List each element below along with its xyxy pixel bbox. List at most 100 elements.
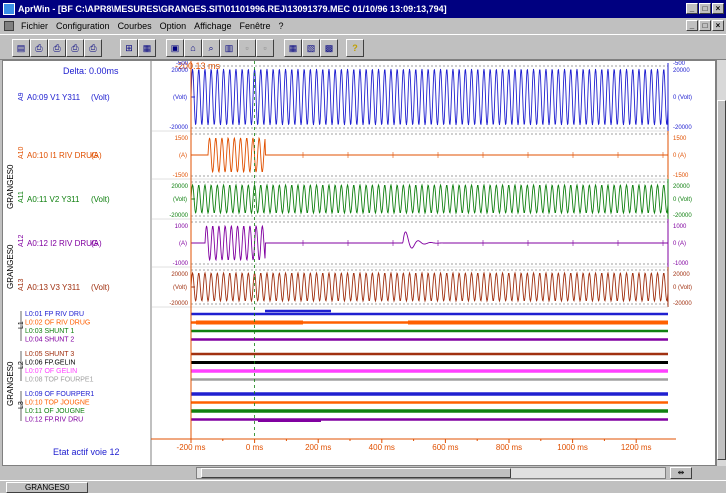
waveform-a10 xyxy=(191,136,668,174)
right-scale-unit: 0 (A) xyxy=(673,153,686,159)
horizontal-scroll-thumb[interactable] xyxy=(201,468,511,478)
scale-extra: -500 xyxy=(176,61,189,67)
scale-top: 1000 xyxy=(175,224,189,230)
print-icon[interactable]: ⎙ xyxy=(30,39,48,57)
scale-unit: (Volt) xyxy=(173,197,187,203)
logic-label[interactable]: L0:05 SHUNT 3 xyxy=(25,351,74,358)
print-preview-icon[interactable]: ⎙ xyxy=(66,39,84,57)
time-tick-label: 600 ms xyxy=(432,443,458,452)
right-scale-bottom: -20000 xyxy=(673,213,692,219)
print-setup-icon[interactable]: ⎙ xyxy=(84,39,102,57)
scale-bottom: -20000 xyxy=(169,301,188,307)
channel-unit: (A) xyxy=(91,239,102,248)
time-tick-label: 400 ms xyxy=(369,443,395,452)
layout-v-icon[interactable]: ▦ xyxy=(284,39,302,57)
toolbar: ▤ ⎙ ⎙ ⎙ ⎙ ⊞ ▦ ▣ ⌂ ⌕ ▥ ▫ ▫ ▦ ▧ ▩ ? xyxy=(0,34,726,60)
menu-fichier[interactable]: Fichier xyxy=(21,21,49,31)
layout-grid-icon[interactable]: ▩ xyxy=(320,39,338,57)
logic-label[interactable]: L0:01 FP RIV DRU xyxy=(25,311,84,318)
logic-label[interactable]: L0:08 TOP FOURPE1 xyxy=(25,377,94,384)
mdi-restore-button[interactable]: □ xyxy=(699,20,711,31)
close-button[interactable]: × xyxy=(712,3,724,14)
logic-group-l3: L3 xyxy=(18,401,25,409)
scale-top: 1500 xyxy=(175,136,189,142)
scale-unit: (A) xyxy=(179,153,187,159)
scale-unit: (Volt) xyxy=(173,285,187,291)
cursor-icon[interactable]: ▣ xyxy=(166,39,184,57)
time-tick-label: 800 ms xyxy=(496,443,522,452)
channel-label[interactable]: A0:12 I2 RIV DRUG xyxy=(27,239,98,248)
logic-label[interactable]: L0:02 OF RIV DRUG xyxy=(25,320,90,327)
time-tick-label: 0 ms xyxy=(246,443,263,452)
menu-help[interactable]: ? xyxy=(278,21,284,31)
channel-unit: (Volt) xyxy=(91,283,110,292)
document-icon[interactable] xyxy=(4,21,14,31)
logic-label[interactable]: L0:07 OF GELIN xyxy=(25,368,77,375)
right-scale-top: 1500 xyxy=(673,136,687,142)
channel-id-a12: A12 xyxy=(18,234,25,247)
channel-unit: (A) xyxy=(91,151,102,160)
menu-option[interactable]: Option xyxy=(159,21,187,31)
print-all-icon[interactable]: ⎙ xyxy=(48,39,66,57)
zoom-icon[interactable]: ⌂ xyxy=(184,39,202,57)
channel-label[interactable]: A0:10 I1 RIV DRUG xyxy=(27,151,98,160)
logic-label[interactable]: L0:11 OF JOUGNE xyxy=(25,408,85,415)
logic-label[interactable]: L0:03 SHUNT 1 xyxy=(25,328,74,335)
zoom-fit-icon[interactable]: ⊞ xyxy=(120,39,138,57)
vertical-scroll-thumb[interactable] xyxy=(717,100,726,460)
document-tab[interactable]: GRANGES0 xyxy=(6,482,89,493)
status-label: Etat actif voie 12 xyxy=(53,447,120,457)
maximize-button[interactable]: □ xyxy=(699,3,711,14)
right-scale-top: 20000 xyxy=(673,68,690,74)
right-scale-unit: 0 (Volt) xyxy=(673,95,692,101)
horizontal-scrollbar[interactable] xyxy=(196,467,666,479)
right-scale-unit: 0 (Volt) xyxy=(673,197,692,203)
channel-label[interactable]: A0:09 V1 Y311 xyxy=(27,93,81,102)
scale-bottom: -20000 xyxy=(169,125,188,131)
channel-id-a10: A10 xyxy=(18,146,25,159)
logic-label[interactable]: L0:12 FP.RIV DRU xyxy=(25,417,83,424)
menu-fenetre[interactable]: Fenêtre xyxy=(239,21,271,31)
cursor-time-label: -200.13 ms xyxy=(175,61,221,71)
time-tick-label: -200 ms xyxy=(177,443,206,452)
horizontal-scroll-area: ⇹ xyxy=(0,466,726,480)
menu-affichage[interactable]: Affichage xyxy=(194,21,232,31)
logic-label[interactable]: L0:09 OF FOURPER1 xyxy=(25,391,94,398)
chart-icon[interactable]: ▤ xyxy=(12,39,30,57)
menu-courbes[interactable]: Courbes xyxy=(117,21,152,31)
right-scale-bottom: -1000 xyxy=(673,261,689,267)
time-tick-label: 1200 ms xyxy=(621,443,652,452)
logic-label[interactable]: L0:06 FP.GELIN xyxy=(25,360,75,367)
waveform-a9 xyxy=(190,68,669,126)
title-bar: AprWin - [BF C:\APR8\MESURES\GRANGES.SIT… xyxy=(0,0,726,18)
right-scale-bottom: -20000 xyxy=(673,125,692,131)
channel-label[interactable]: A0:11 V2 Y311 xyxy=(27,195,80,204)
mdi-minimize-button[interactable]: _ xyxy=(686,20,698,31)
channel-label[interactable]: A0:13 V3 Y311 xyxy=(27,283,81,292)
vertical-scrollbar[interactable] xyxy=(716,60,726,466)
zoom-in-icon[interactable]: ▥ xyxy=(220,39,238,57)
oscillogram-view[interactable]: Delta: 0.00ms -200.13 ms GRANGES0 GRANGE… xyxy=(2,60,716,466)
mdi-close-button[interactable]: × xyxy=(712,20,724,31)
layout-h-icon[interactable]: ▫ xyxy=(256,39,274,57)
scale-bottom: -1000 xyxy=(173,261,189,267)
scroll-end-icon[interactable]: ⇹ xyxy=(670,467,692,479)
app-icon[interactable] xyxy=(3,3,15,15)
menu-configuration[interactable]: Configuration xyxy=(56,21,110,31)
minimize-button[interactable]: _ xyxy=(686,3,698,14)
logic-label[interactable]: L0:10 TOP JOUGNE xyxy=(25,400,90,407)
right-scale-extra: -500 xyxy=(673,61,686,67)
waveform-a12 xyxy=(191,224,668,262)
logic-label[interactable]: L0:04 SHUNT 2 xyxy=(25,337,74,344)
table-icon[interactable]: ▦ xyxy=(138,39,156,57)
status-bar: GRANGES0 xyxy=(0,480,726,493)
time-tick-label: 1000 ms xyxy=(557,443,588,452)
help-icon[interactable]: ? xyxy=(346,39,364,57)
waveform-a13 xyxy=(190,271,669,303)
grid-icon[interactable]: ⌕ xyxy=(202,39,220,57)
oscillogram-canvas[interactable]: Delta: 0.00ms -200.13 ms GRANGES0 GRANGE… xyxy=(3,61,715,465)
layout-stack-icon[interactable]: ▧ xyxy=(302,39,320,57)
scale-top: 20000 xyxy=(171,68,188,74)
channel-id-a11: A11 xyxy=(18,191,25,203)
zoom-out-icon[interactable]: ▫ xyxy=(238,39,256,57)
